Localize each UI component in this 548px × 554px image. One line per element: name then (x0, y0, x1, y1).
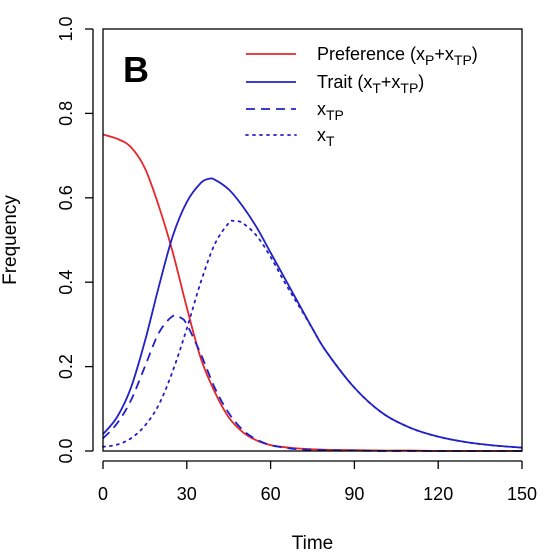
y-tick-label: 0.2 (56, 354, 76, 379)
y-tick-label: 0.0 (56, 438, 76, 463)
legend-subscript: TP (454, 52, 472, 68)
legend-subscript: T (372, 80, 381, 96)
series-line-2 (102, 314, 522, 452)
legend-entry-2: xTP (317, 99, 344, 123)
series-line-0 (102, 133, 522, 452)
y-axis-title: Frequency (0, 195, 21, 285)
legend-text-part: +x (434, 44, 454, 64)
y-tick-label: 0.8 (56, 101, 76, 126)
y-tick-label: 1.0 (56, 16, 76, 41)
panel-label: B (123, 49, 149, 90)
legend-subscript: P (425, 52, 434, 68)
legend-text-part: ) (472, 44, 478, 64)
legend-text-part: +x (381, 72, 401, 92)
legend-subscript: TP (400, 80, 418, 96)
x-tick-label: 150 (507, 484, 537, 504)
legend-text-part: x (317, 99, 326, 119)
legend-entry-3: xT (317, 125, 335, 149)
x-tick-label: 60 (261, 484, 281, 504)
legend-text-part: x (317, 125, 326, 145)
legend-subscript: T (326, 133, 335, 149)
y-axis: 0.0 0.2 0.4 0.6 0.8 1.0 (56, 16, 94, 464)
y-tick-label: 0.4 (56, 270, 76, 295)
legend-text-part: Preference (x (317, 44, 425, 64)
y-tick-label: 0.6 (56, 185, 76, 210)
legend-subscript: TP (326, 107, 344, 123)
series-line-3 (102, 219, 523, 449)
legend-text-part: ) (418, 72, 424, 92)
legend-entry-0: Preference (xP+xTP) (317, 44, 478, 68)
x-axis: 0 30 60 90 120 150 (98, 460, 537, 504)
x-tick-label: 90 (344, 484, 364, 504)
x-tick-label: 30 (177, 484, 197, 504)
x-tick-label: 120 (423, 484, 453, 504)
x-tick-label: 0 (98, 484, 108, 504)
plot-area-frame (102, 28, 523, 452)
legend-entry-1: Trait (xT+xTP) (317, 72, 424, 96)
series-line-1 (102, 177, 523, 449)
x-axis-title: Time (292, 533, 334, 554)
legend-text-part: Trait (x (317, 72, 372, 92)
